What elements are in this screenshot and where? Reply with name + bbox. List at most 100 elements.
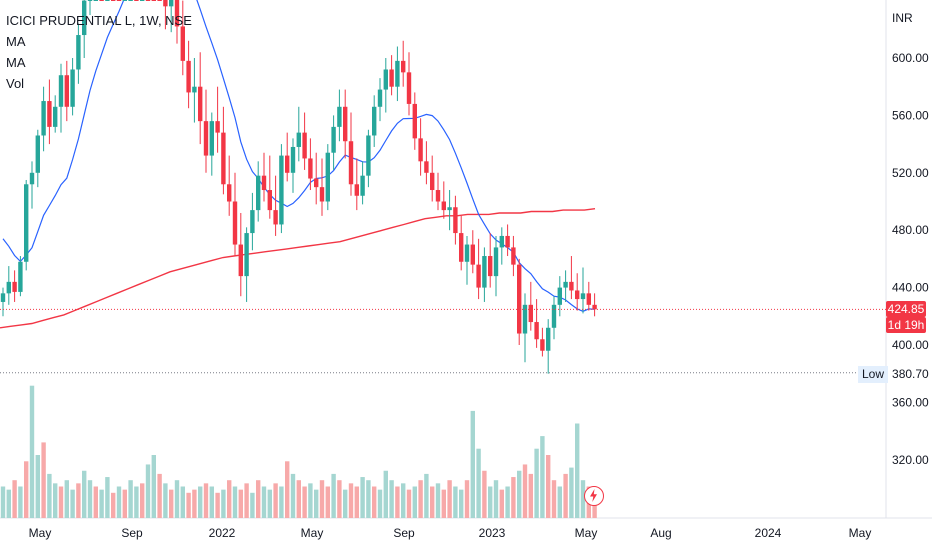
volume-bar [435, 483, 441, 518]
low-label-value: 380.70 [888, 366, 932, 383]
volume-bar [58, 486, 64, 518]
volume-bar [546, 455, 551, 518]
volume-bar [64, 480, 69, 518]
volume-bar [488, 486, 493, 518]
candle-body [482, 256, 487, 288]
ma-slow-line [0, 208, 596, 329]
candle-body [12, 281, 17, 292]
candle-body [134, 0, 139, 1]
x-tick-label: Aug [650, 526, 671, 540]
volume-bar [174, 480, 180, 518]
candle-body [140, 0, 145, 1]
volume-bar [209, 486, 214, 518]
volume-bar [261, 486, 267, 518]
candle-body [18, 261, 23, 292]
candle-body [29, 172, 35, 185]
candle-body [435, 190, 441, 202]
candle-body [267, 190, 272, 211]
candle-body [180, 26, 185, 61]
x-tick-label: 2022 [209, 526, 236, 540]
x-tick-label: 2024 [755, 526, 782, 540]
volume-bar [267, 489, 272, 518]
y-tick-label: 560.00 [892, 108, 929, 122]
volume-bar [499, 489, 504, 518]
candle-body [551, 304, 557, 328]
volume-bar [151, 455, 156, 518]
volume-bar [273, 483, 278, 518]
volume-bar [76, 483, 81, 518]
volume-bar [41, 442, 46, 518]
candle-body [383, 69, 388, 90]
period-low-label: Low 380.70 [858, 366, 932, 383]
candle-body [366, 135, 371, 176]
volume-bar [18, 486, 23, 518]
candle-body [47, 101, 52, 127]
candle-body [279, 155, 284, 225]
volume-bar [406, 489, 412, 518]
candle-body [586, 293, 591, 305]
candle-body [99, 0, 104, 1]
candle-body [296, 132, 301, 147]
candle-body [343, 106, 348, 142]
legend-ma-fast[interactable]: MA [6, 34, 26, 49]
volume-bar [540, 436, 545, 518]
volume-bar [331, 473, 336, 518]
legend-ma-slow[interactable]: MA [6, 55, 26, 70]
volume-bar [244, 483, 249, 518]
candle-body [35, 135, 40, 173]
x-tick-label: Sep [121, 526, 143, 540]
candle-body [337, 106, 342, 127]
candle-body [76, 35, 81, 70]
candle-body [302, 132, 307, 159]
volume-bar [35, 455, 40, 518]
volume-bar [169, 489, 174, 518]
volume-bar [12, 480, 17, 518]
volume-bar [93, 486, 98, 518]
volume-bar [389, 480, 394, 518]
candle-body [470, 244, 475, 265]
candle-body [517, 264, 522, 334]
volume-bar [441, 489, 446, 518]
volume-bar [116, 486, 122, 518]
candle-body [447, 207, 452, 211]
legend-symbol[interactable]: ICICI PRUDENTIAL L, 1W, NSE [6, 13, 192, 28]
volume-bar [459, 489, 464, 518]
volume-bar [517, 470, 522, 518]
y-tick-label: 400.00 [892, 338, 929, 352]
volume-bar [215, 492, 220, 518]
y-tick-label: 360.00 [892, 395, 929, 409]
y-tick-label: 320.00 [892, 453, 929, 467]
candle-body [209, 121, 214, 156]
volume-bar [105, 477, 110, 518]
candle-body [53, 106, 58, 127]
volume-bar [279, 486, 284, 518]
candle-body [111, 0, 116, 1]
candle-body [273, 210, 278, 225]
volume-bar [343, 489, 348, 518]
volume-bar [476, 448, 481, 518]
legend-volume[interactable]: Vol [6, 76, 25, 91]
candle-body [430, 172, 435, 191]
lightning-bolt-icon[interactable] [584, 486, 604, 506]
candle-body [0, 293, 6, 302]
volume-bar [372, 486, 377, 518]
volume-bar [145, 464, 151, 518]
candle-body [331, 126, 336, 153]
candle-body [221, 132, 226, 185]
candle-body [163, 0, 168, 7]
volume-bar [412, 486, 417, 518]
candle-body [186, 60, 191, 93]
candle-body [285, 155, 290, 173]
candle-body [250, 210, 255, 234]
candle-body [82, 0, 87, 36]
volume-bar [221, 489, 226, 518]
volume-bar [0, 486, 6, 518]
volume-bar [383, 470, 388, 518]
volume-bar [111, 492, 116, 518]
volume-bar [70, 489, 75, 518]
candle-body [453, 207, 458, 234]
volume-bar [314, 489, 319, 518]
x-tick-label: May [849, 526, 872, 540]
volume-bar [464, 480, 470, 518]
